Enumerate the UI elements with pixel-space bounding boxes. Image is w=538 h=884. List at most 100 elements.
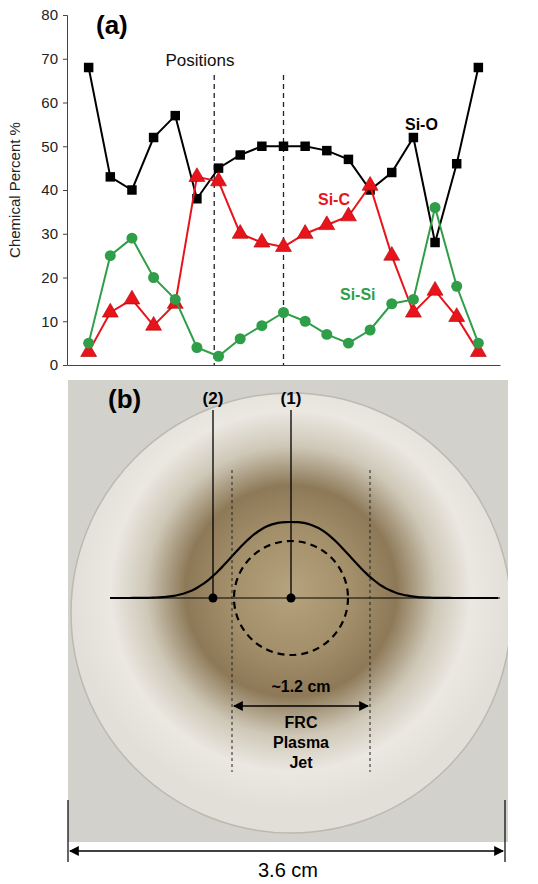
data-point [321, 329, 332, 340]
y-tick-label: 0 [50, 356, 58, 373]
disk [71, 393, 508, 833]
diameter-edge [504, 800, 505, 862]
y-tick: 80 [41, 6, 67, 23]
y-tick: 60 [41, 94, 67, 111]
data-point [344, 155, 353, 164]
series-line [89, 208, 479, 357]
data-point [254, 233, 270, 247]
marker-label: (2) [203, 389, 224, 408]
data-point [105, 250, 116, 261]
data-point [451, 281, 462, 292]
jet-width-label: ~1.2 cm [271, 678, 330, 695]
y-tick: 30 [41, 225, 67, 242]
data-point [235, 150, 244, 159]
data-point [452, 159, 461, 168]
y-tick-mark [63, 190, 67, 191]
data-point [83, 338, 94, 349]
y-tick-mark [63, 59, 67, 60]
y-tick-mark [63, 365, 67, 366]
data-point [278, 307, 289, 318]
jet-edge-line [232, 470, 233, 772]
data-point [170, 294, 181, 305]
jet-width-arrow [234, 705, 368, 706]
series-label: Si-C [318, 191, 350, 208]
jet-label: FRCPlasmaJet [273, 714, 329, 771]
data-point [84, 63, 93, 72]
y-tick-label: 70 [41, 50, 58, 67]
diameter-label: 3.6 cm [258, 859, 318, 881]
data-point [279, 142, 288, 151]
data-point [474, 63, 483, 72]
data-point [322, 146, 331, 155]
data-point [276, 238, 292, 252]
position-line [283, 75, 284, 365]
data-point [211, 172, 227, 186]
data-point [214, 163, 223, 172]
diameter-edge [67, 800, 68, 862]
position-line [214, 75, 215, 365]
data-point [213, 351, 224, 362]
marker-label: (1) [281, 389, 302, 408]
data-point [408, 294, 419, 305]
marker-line [290, 410, 291, 598]
series-line [89, 68, 479, 243]
y-tick: 50 [41, 138, 67, 155]
y-axis: 0 10 20 30 40 50 60 70 80 [41, 6, 67, 373]
y-tick-label: 80 [41, 6, 58, 23]
data-point [365, 325, 376, 336]
data-point [430, 202, 441, 213]
data-point [189, 168, 205, 182]
panel-label: (b) [108, 384, 141, 414]
data-point [232, 225, 248, 239]
y-tick: 20 [41, 269, 67, 286]
data-point [297, 225, 313, 239]
y-tick-mark [63, 146, 67, 147]
y-axis-line [63, 16, 68, 366]
y-tick-label: 60 [41, 94, 58, 111]
data-point [124, 290, 140, 304]
y-tick-mark [63, 278, 67, 279]
x-axis [68, 365, 501, 366]
figure: 0 10 20 30 40 50 60 70 80 Chemical Percent % Si-O S… [0, 0, 538, 884]
series-label: Si-O [405, 116, 438, 133]
data-point [127, 185, 136, 194]
y-tick-label: 40 [41, 181, 58, 198]
data-point [146, 316, 162, 330]
data-point [362, 176, 378, 190]
data-point [340, 207, 356, 221]
series-label: Si-Si [340, 286, 376, 303]
data-point [149, 133, 158, 142]
y-tick-label: 30 [41, 225, 58, 242]
data-point [106, 172, 115, 181]
y-tick: 40 [41, 181, 67, 198]
y-tick-label: 20 [41, 269, 58, 286]
data-point [384, 246, 400, 260]
data-point [319, 216, 335, 230]
y-tick-label: 50 [41, 138, 58, 155]
y-axis-title: Chemical Percent % [6, 122, 23, 258]
y-tick: 10 [41, 313, 67, 330]
data-point [191, 342, 202, 353]
y-tick: 70 [41, 50, 67, 67]
marker-line [212, 410, 213, 598]
panel-label: (a) [96, 10, 128, 40]
diameter-arrow [70, 850, 503, 851]
data-point [386, 298, 397, 309]
y-tick-mark [63, 103, 67, 104]
data-point [300, 142, 309, 151]
profile-curve [110, 522, 498, 598]
photo [68, 380, 508, 842]
data-point [126, 233, 137, 244]
marker-dot [209, 594, 218, 603]
marker-dot [287, 594, 296, 603]
plot-area [81, 63, 487, 362]
data-point [449, 308, 465, 322]
data-point [343, 338, 354, 349]
data-point [171, 111, 180, 120]
annotation: Positions [166, 51, 235, 70]
data-point [257, 142, 266, 151]
data-point [148, 272, 159, 283]
data-point [473, 338, 484, 349]
y-tick-mark [63, 321, 67, 322]
data-point [256, 320, 267, 331]
